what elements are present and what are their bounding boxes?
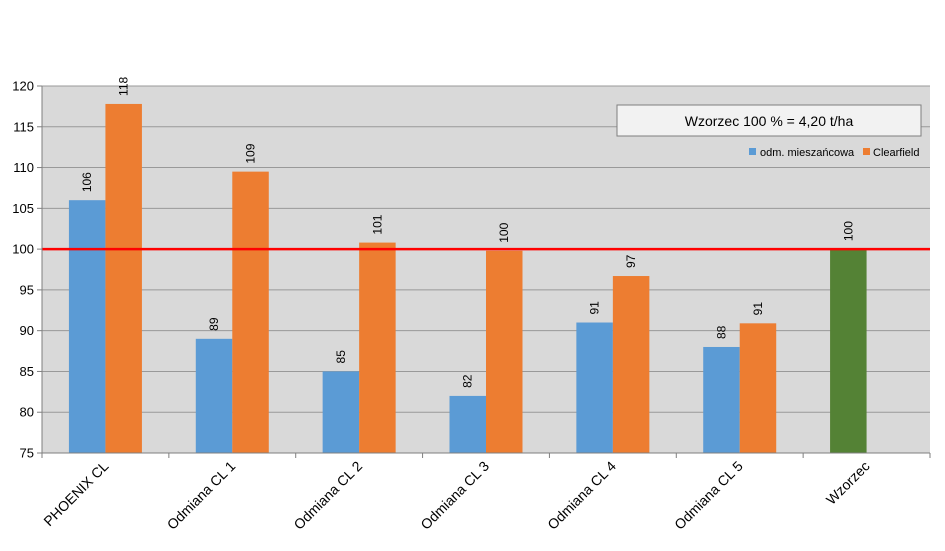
bar-hybrid xyxy=(322,371,360,453)
data-label: 91 xyxy=(588,301,602,315)
legend-label-hybrid: odm. mieszańcowa xyxy=(760,147,855,159)
x-tick-label: Odmiana CL 1 xyxy=(164,458,239,533)
bar-clearfield xyxy=(739,323,777,453)
y-tick-label: 115 xyxy=(13,119,34,134)
y-tick-label: 95 xyxy=(20,282,34,297)
x-axis: PHOENIX CL Odmiana CL 1 Odmiana CL 2 Odmian… xyxy=(40,452,931,533)
x-tick-label: Odmiana CL 4 xyxy=(544,458,619,533)
bar-hybrid xyxy=(68,200,106,453)
bar-clearfield xyxy=(105,103,142,453)
x-tick-label: Wzorzec xyxy=(823,458,873,508)
bar-hybrid xyxy=(449,395,486,453)
bars xyxy=(68,103,867,453)
data-label: 89 xyxy=(207,317,221,331)
data-label: 91 xyxy=(751,302,765,316)
bar-clearfield xyxy=(486,250,523,453)
data-label: 100 xyxy=(841,221,855,241)
data-label: 85 xyxy=(334,350,348,364)
data-label: 88 xyxy=(714,325,728,339)
legend: odm. mieszańcowa Clearfield xyxy=(749,147,919,159)
data-label: 106 xyxy=(80,172,94,192)
data-label: 118 xyxy=(117,76,131,95)
data-label: 100 xyxy=(497,222,511,242)
y-tick-label: 80 xyxy=(20,405,34,420)
legend-swatch-clearfield xyxy=(863,148,870,155)
bar-hybrid xyxy=(576,322,613,453)
y-axis: 75 80 85 90 95 100 105 110 115 120 xyxy=(12,79,43,461)
bar-hybrid xyxy=(703,346,740,453)
data-label: 82 xyxy=(461,374,475,388)
y-tick-label: 85 xyxy=(20,364,34,379)
y-tick-label: 75 xyxy=(20,446,34,461)
legend-label-clearfield: Clearfield xyxy=(873,147,919,159)
annotation-box: Wzorzec 100 % = 4,20 t/ha xyxy=(616,104,922,137)
data-label: 101 xyxy=(370,214,384,234)
data-label: 97 xyxy=(624,254,638,268)
bar-clearfield xyxy=(232,171,269,453)
y-tick-label: 90 xyxy=(20,323,34,338)
x-tick-label: Odmiana CL 2 xyxy=(290,458,365,533)
legend-swatch-hybrid xyxy=(749,148,756,155)
bar-hybrid xyxy=(195,338,233,453)
bar-hybrid xyxy=(830,249,867,453)
x-tick-label: PHOENIX CL xyxy=(40,458,111,529)
bar-clearfield xyxy=(359,242,396,453)
annotation-text: Wzorzec 100 % = 4,20 t/ha xyxy=(685,113,854,129)
data-label: 109 xyxy=(244,143,258,163)
x-tick-label: Odmiana CL 3 xyxy=(417,458,492,533)
y-tick-label: 105 xyxy=(12,201,34,216)
y-tick-label: 120 xyxy=(12,79,34,94)
y-tick-label: 110 xyxy=(13,160,34,175)
x-tick-label: Odmiana CL 5 xyxy=(671,458,746,533)
data-labels: 106 89 85 82 91 88 100 118 109 101 100 97 91 xyxy=(80,76,855,387)
y-tick-label: 100 xyxy=(12,242,34,257)
bar-clearfield xyxy=(612,276,650,453)
